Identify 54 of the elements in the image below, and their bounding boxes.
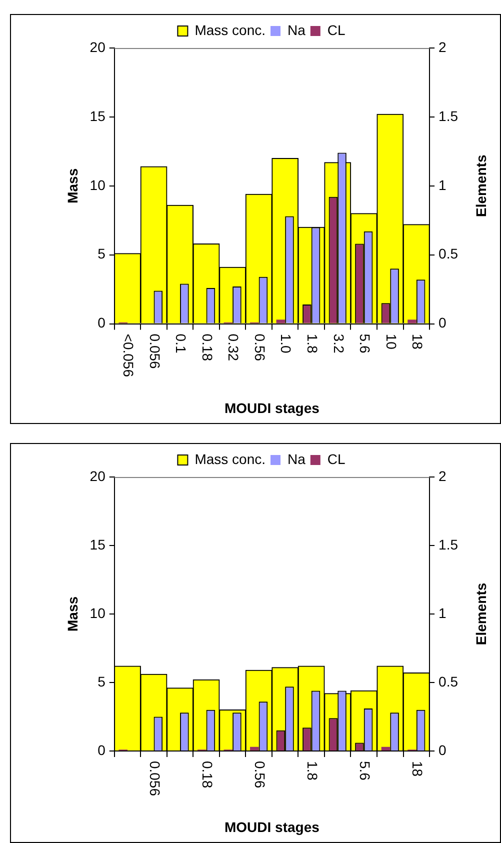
bar [276, 320, 286, 324]
legend-label: Na [288, 450, 306, 467]
y-axis-title: Mass [64, 596, 80, 632]
x-tick-label: 0.1 [173, 334, 190, 354]
y2-tick-label: 1 [438, 604, 447, 621]
y-tick-label: 20 [90, 38, 106, 55]
y-tick-label: 0 [98, 742, 106, 758]
x-tick-label: 0.18 [199, 334, 216, 362]
x-tick-label: 1.8 [304, 334, 320, 354]
bar [250, 746, 259, 750]
x-axis-title: MOUDI stages [224, 400, 320, 416]
x-tick-label: 1.8 [304, 760, 320, 781]
y2-tick-label: 1.5 [438, 108, 458, 124]
legend-label: Na [288, 22, 306, 38]
y-tick-label: 5 [98, 673, 106, 690]
y-tick-label: 0 [98, 314, 106, 331]
y-tick-label: 15 [90, 108, 106, 124]
x-tick-label: 5.6 [357, 760, 374, 781]
x-tick-label: 5.6 [357, 334, 374, 354]
y2-tick-label: 2 [438, 468, 447, 484]
y-tick-label: 10 [90, 604, 106, 621]
x-tick-label: 0.056 [146, 334, 163, 370]
legend-label: CL [327, 22, 346, 38]
y2-axis-title: Elements [472, 154, 489, 218]
x-tick-label: 1.0 [278, 334, 294, 354]
y-tick-label: 20 [90, 468, 106, 484]
y-tick-label: 5 [98, 246, 106, 262]
x-tick-label: 18 [410, 334, 426, 350]
bar [408, 320, 416, 324]
x-tick-label: 0.056 [146, 760, 163, 796]
x-tick-label: 18 [410, 760, 426, 777]
x-tick-label: <0.056 [120, 334, 137, 378]
x-tick-label: 0.32 [226, 334, 242, 362]
y2-tick-label: 0 [438, 742, 447, 758]
y-tick-label: 10 [90, 176, 106, 193]
x-tick-label: 10 [383, 334, 400, 350]
y2-tick-label: 1 [438, 176, 447, 193]
y2-tick-label: 0 [438, 314, 447, 331]
legend-label: Mass conc. [194, 22, 266, 38]
y-axis-title: Mass [64, 168, 80, 204]
y2-tick-label: 1.5 [438, 536, 458, 552]
x-tick-label: 0.56 [252, 334, 268, 362]
x-axis-title: MOUDI stages [224, 818, 320, 835]
bar [381, 746, 390, 750]
y2-tick-label: 0.5 [438, 246, 458, 262]
legend-label: CL [327, 450, 346, 467]
y-tick-label: 15 [90, 536, 106, 552]
legend-label: Mass conc. [194, 450, 266, 467]
x-tick-label: 3.2 [330, 334, 347, 354]
y2-axis-title: Elements [472, 582, 489, 646]
y2-tick-label: 0.5 [438, 673, 458, 690]
y2-tick-label: 2 [438, 38, 447, 55]
x-tick-label: 0.56 [252, 760, 268, 788]
x-tick-label: 0.18 [199, 760, 216, 788]
